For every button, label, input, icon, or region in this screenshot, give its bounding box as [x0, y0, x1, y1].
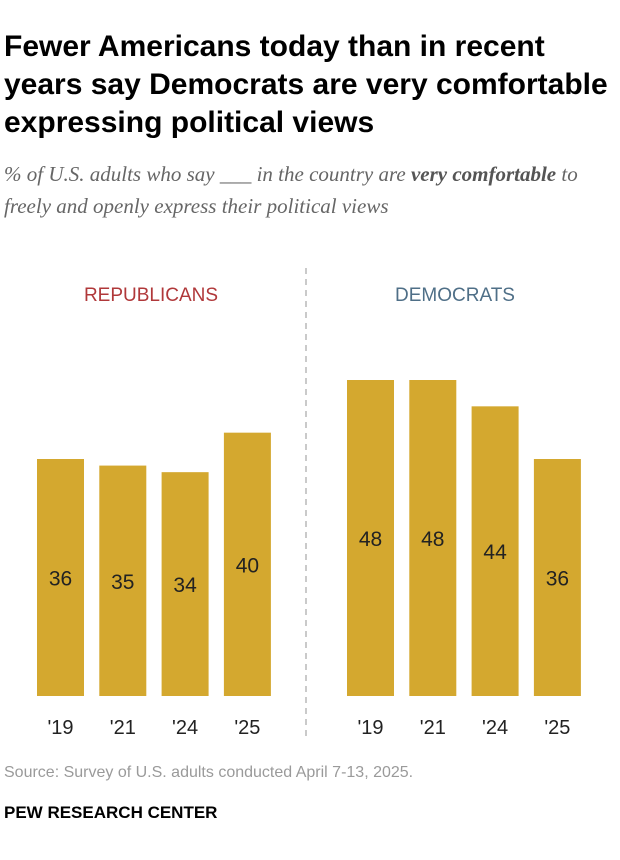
- republicans-tick-label-3: '25: [234, 717, 260, 739]
- republicans-bar-3: [223, 432, 271, 696]
- republicans-value-label-3: 40: [236, 554, 259, 577]
- brand-label: PEW RESEARCH CENTER: [4, 803, 218, 822]
- republicans-value-label-1: 35: [111, 571, 134, 594]
- chart-title: Fewer Americans today than in recent yea…: [4, 30, 608, 139]
- republicans-bar-0: [37, 459, 84, 696]
- democrats-bar-0: [347, 380, 394, 696]
- source-note: Source: Survey of U.S. adults conducted …: [4, 764, 414, 781]
- republicans-tick-label-1: '21: [110, 717, 136, 739]
- democrats-tick-label-1: '21: [420, 717, 446, 739]
- subtitle-bold: very comfortable: [410, 162, 557, 186]
- republicans-bar-1: [99, 465, 147, 696]
- democrats-bar-1: [409, 380, 457, 696]
- subtitle-post: to freely and openly express their polit…: [4, 162, 578, 218]
- democrats-value-label-2: 44: [483, 541, 507, 564]
- republicans-value-label-2: 34: [173, 574, 197, 597]
- democrats-panel-title: DEMOCRATS: [395, 285, 515, 306]
- democrats-bar-2: [471, 406, 519, 696]
- democrats-tick-label-2: '24: [482, 717, 508, 739]
- democrats-value-label-1: 48: [421, 528, 444, 551]
- republicans-panel-title: REPUBLICANS: [84, 285, 218, 306]
- democrats-value-label-3: 36: [546, 568, 569, 591]
- subtitle-pre: % of U.S. adults who say ___ in the coun…: [4, 162, 411, 186]
- republicans-bar-2: [161, 472, 209, 696]
- democrats-bar-3: [533, 459, 581, 696]
- democrats-tick-label-0: '19: [357, 717, 383, 739]
- bar-chart: REPUBLICANS 36 '19 35 '21 34 '24 40 '25 DEMOCRATS…: [37, 268, 581, 739]
- democrats-value-label-0: 48: [359, 528, 382, 551]
- republicans-tick-label-2: '24: [172, 717, 198, 739]
- chart-subtitle: % of U.S. adults who say ___ in the coun…: [4, 158, 614, 222]
- republicans-tick-label-0: '19: [47, 717, 73, 739]
- democrats-tick-label-3: '25: [544, 717, 570, 739]
- republicans-value-label-0: 36: [49, 568, 72, 591]
